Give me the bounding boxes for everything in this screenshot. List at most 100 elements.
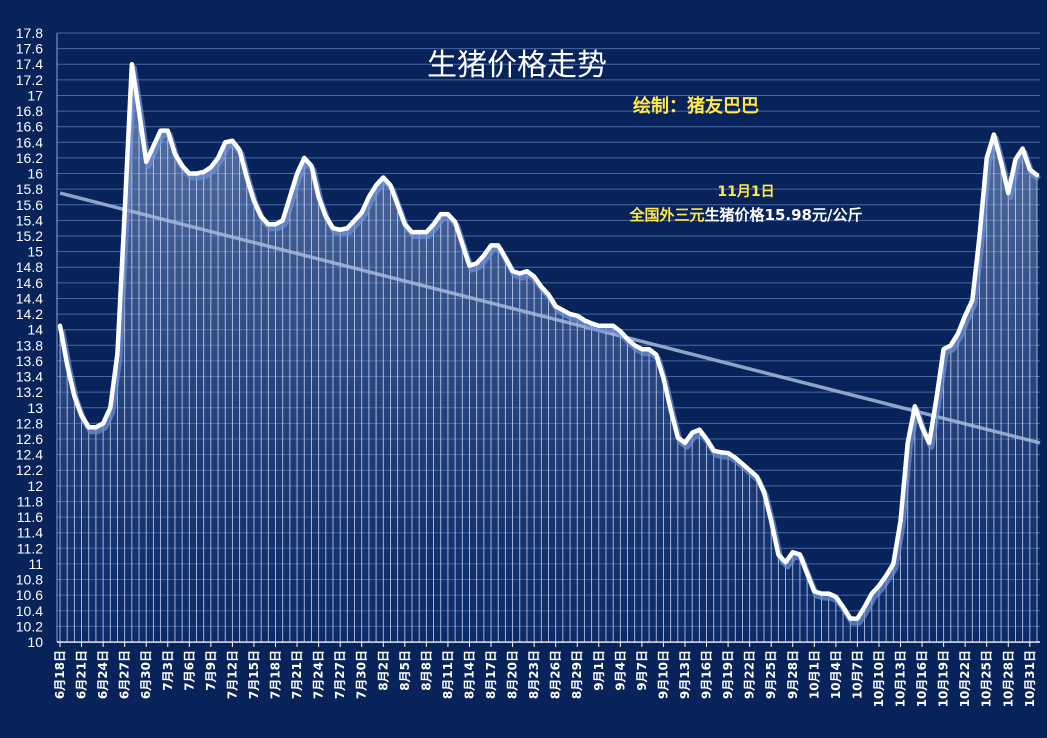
- y-tick-label: 12.2: [16, 462, 43, 478]
- data-point: [267, 223, 270, 226]
- y-tick-label: 11.4: [17, 525, 43, 541]
- data-point: [166, 129, 169, 132]
- data-point: [690, 431, 694, 434]
- data-point: [468, 264, 471, 267]
- data-point: [58, 324, 62, 327]
- x-tick-label: 7月9日: [204, 650, 218, 691]
- y-tick-label: 14.2: [16, 306, 43, 322]
- data-point: [604, 324, 608, 327]
- data-point: [489, 244, 493, 247]
- data-point: [475, 262, 478, 265]
- data-point: [884, 574, 888, 577]
- data-point: [741, 462, 744, 466]
- data-point: [942, 348, 945, 351]
- x-tick-label: 9月16日: [700, 650, 714, 699]
- data-point: [619, 330, 622, 333]
- data-point: [123, 211, 126, 214]
- data-point: [784, 561, 787, 564]
- data-point: [303, 156, 306, 160]
- x-tick-label: 8月11日: [441, 650, 455, 699]
- data-point: [504, 256, 507, 260]
- data-point: [655, 353, 658, 356]
- data-point: [762, 490, 766, 494]
- data-point: [238, 148, 241, 152]
- trendline: [59, 191, 1041, 445]
- data-point: [978, 234, 981, 238]
- data-point: [461, 242, 464, 246]
- data-point: [1035, 173, 1039, 177]
- annotation-text: 全国外三元生猪价格15.98元/公斤: [629, 206, 863, 224]
- y-tick-label: 15.8: [16, 181, 43, 197]
- data-point: [906, 441, 909, 445]
- data-point: [726, 451, 730, 455]
- data-point: [396, 203, 399, 206]
- data-point: [317, 195, 320, 199]
- data-point: [252, 199, 256, 203]
- data-point: [999, 160, 1003, 164]
- x-tick-label: 8月8日: [419, 650, 433, 691]
- y-tick-label: 12: [27, 478, 43, 494]
- x-tick-label: 8月26日: [549, 650, 563, 699]
- x-tick-label: 9月7日: [635, 650, 649, 691]
- data-point: [870, 592, 873, 595]
- data-point: [734, 456, 737, 459]
- y-tick-label: 16.8: [16, 103, 43, 119]
- data-point: [863, 605, 866, 609]
- x-tick-label: 6月21日: [75, 650, 89, 699]
- data-point: [949, 344, 952, 347]
- data-point: [374, 184, 378, 187]
- drop-lines: [59, 64, 1038, 642]
- data-point: [367, 195, 371, 199]
- data-point: [798, 553, 802, 556]
- data-point: [73, 394, 76, 398]
- x-tick-label: 10月19日: [937, 650, 951, 707]
- x-tick-label: 8月20日: [506, 650, 520, 699]
- data-point: [295, 172, 299, 175]
- data-point: [346, 226, 349, 230]
- y-tick-label: 10.8: [16, 572, 43, 588]
- data-point: [245, 176, 248, 179]
- annotation-price: 生猪价格15.98元/公斤: [705, 206, 863, 224]
- data-point: [216, 156, 220, 160]
- data-point: [935, 397, 938, 400]
- y-tick-label: 16: [27, 166, 43, 182]
- data-point: [425, 230, 428, 234]
- y-tick-label: 10.6: [16, 587, 43, 603]
- y-tick-label: 17: [27, 87, 43, 103]
- data-point: [849, 617, 852, 620]
- y-tick-label: 11: [28, 556, 43, 572]
- data-point: [963, 314, 967, 317]
- data-point: [331, 226, 335, 230]
- data-point: [137, 109, 141, 113]
- data-point: [834, 595, 838, 598]
- data-point: [259, 215, 263, 218]
- x-tick-label: 10月10日: [872, 650, 886, 707]
- x-tick-label: 10月28日: [1001, 650, 1015, 707]
- data-point: [1014, 158, 1017, 161]
- y-tick-label: 15.4: [16, 212, 43, 228]
- data-point: [389, 184, 392, 187]
- data-point: [446, 212, 450, 216]
- data-point: [195, 172, 198, 175]
- data-point: [453, 220, 457, 224]
- data-point: [274, 223, 277, 226]
- x-tick-label: 8月23日: [527, 650, 541, 699]
- data-point: [310, 164, 313, 167]
- data-point: [899, 519, 902, 523]
- x-tick-label: 10月1日: [807, 650, 821, 699]
- data-point: [971, 298, 974, 302]
- data-point: [101, 422, 105, 425]
- y-tick-label: 14.6: [16, 275, 43, 291]
- x-tick-label: 9月25日: [764, 650, 778, 699]
- y-tick-label: 10.2: [16, 618, 43, 634]
- x-tick-label: 7月6日: [182, 650, 196, 691]
- data-point: [80, 414, 83, 417]
- x-tick-label: 7月15日: [247, 650, 261, 699]
- x-tick-label: 7月21日: [290, 650, 304, 699]
- data-point: [180, 164, 184, 167]
- data-point: [188, 172, 191, 175]
- data-point: [992, 133, 996, 136]
- data-point: [109, 406, 112, 409]
- y-tick-label: 17.4: [16, 56, 43, 72]
